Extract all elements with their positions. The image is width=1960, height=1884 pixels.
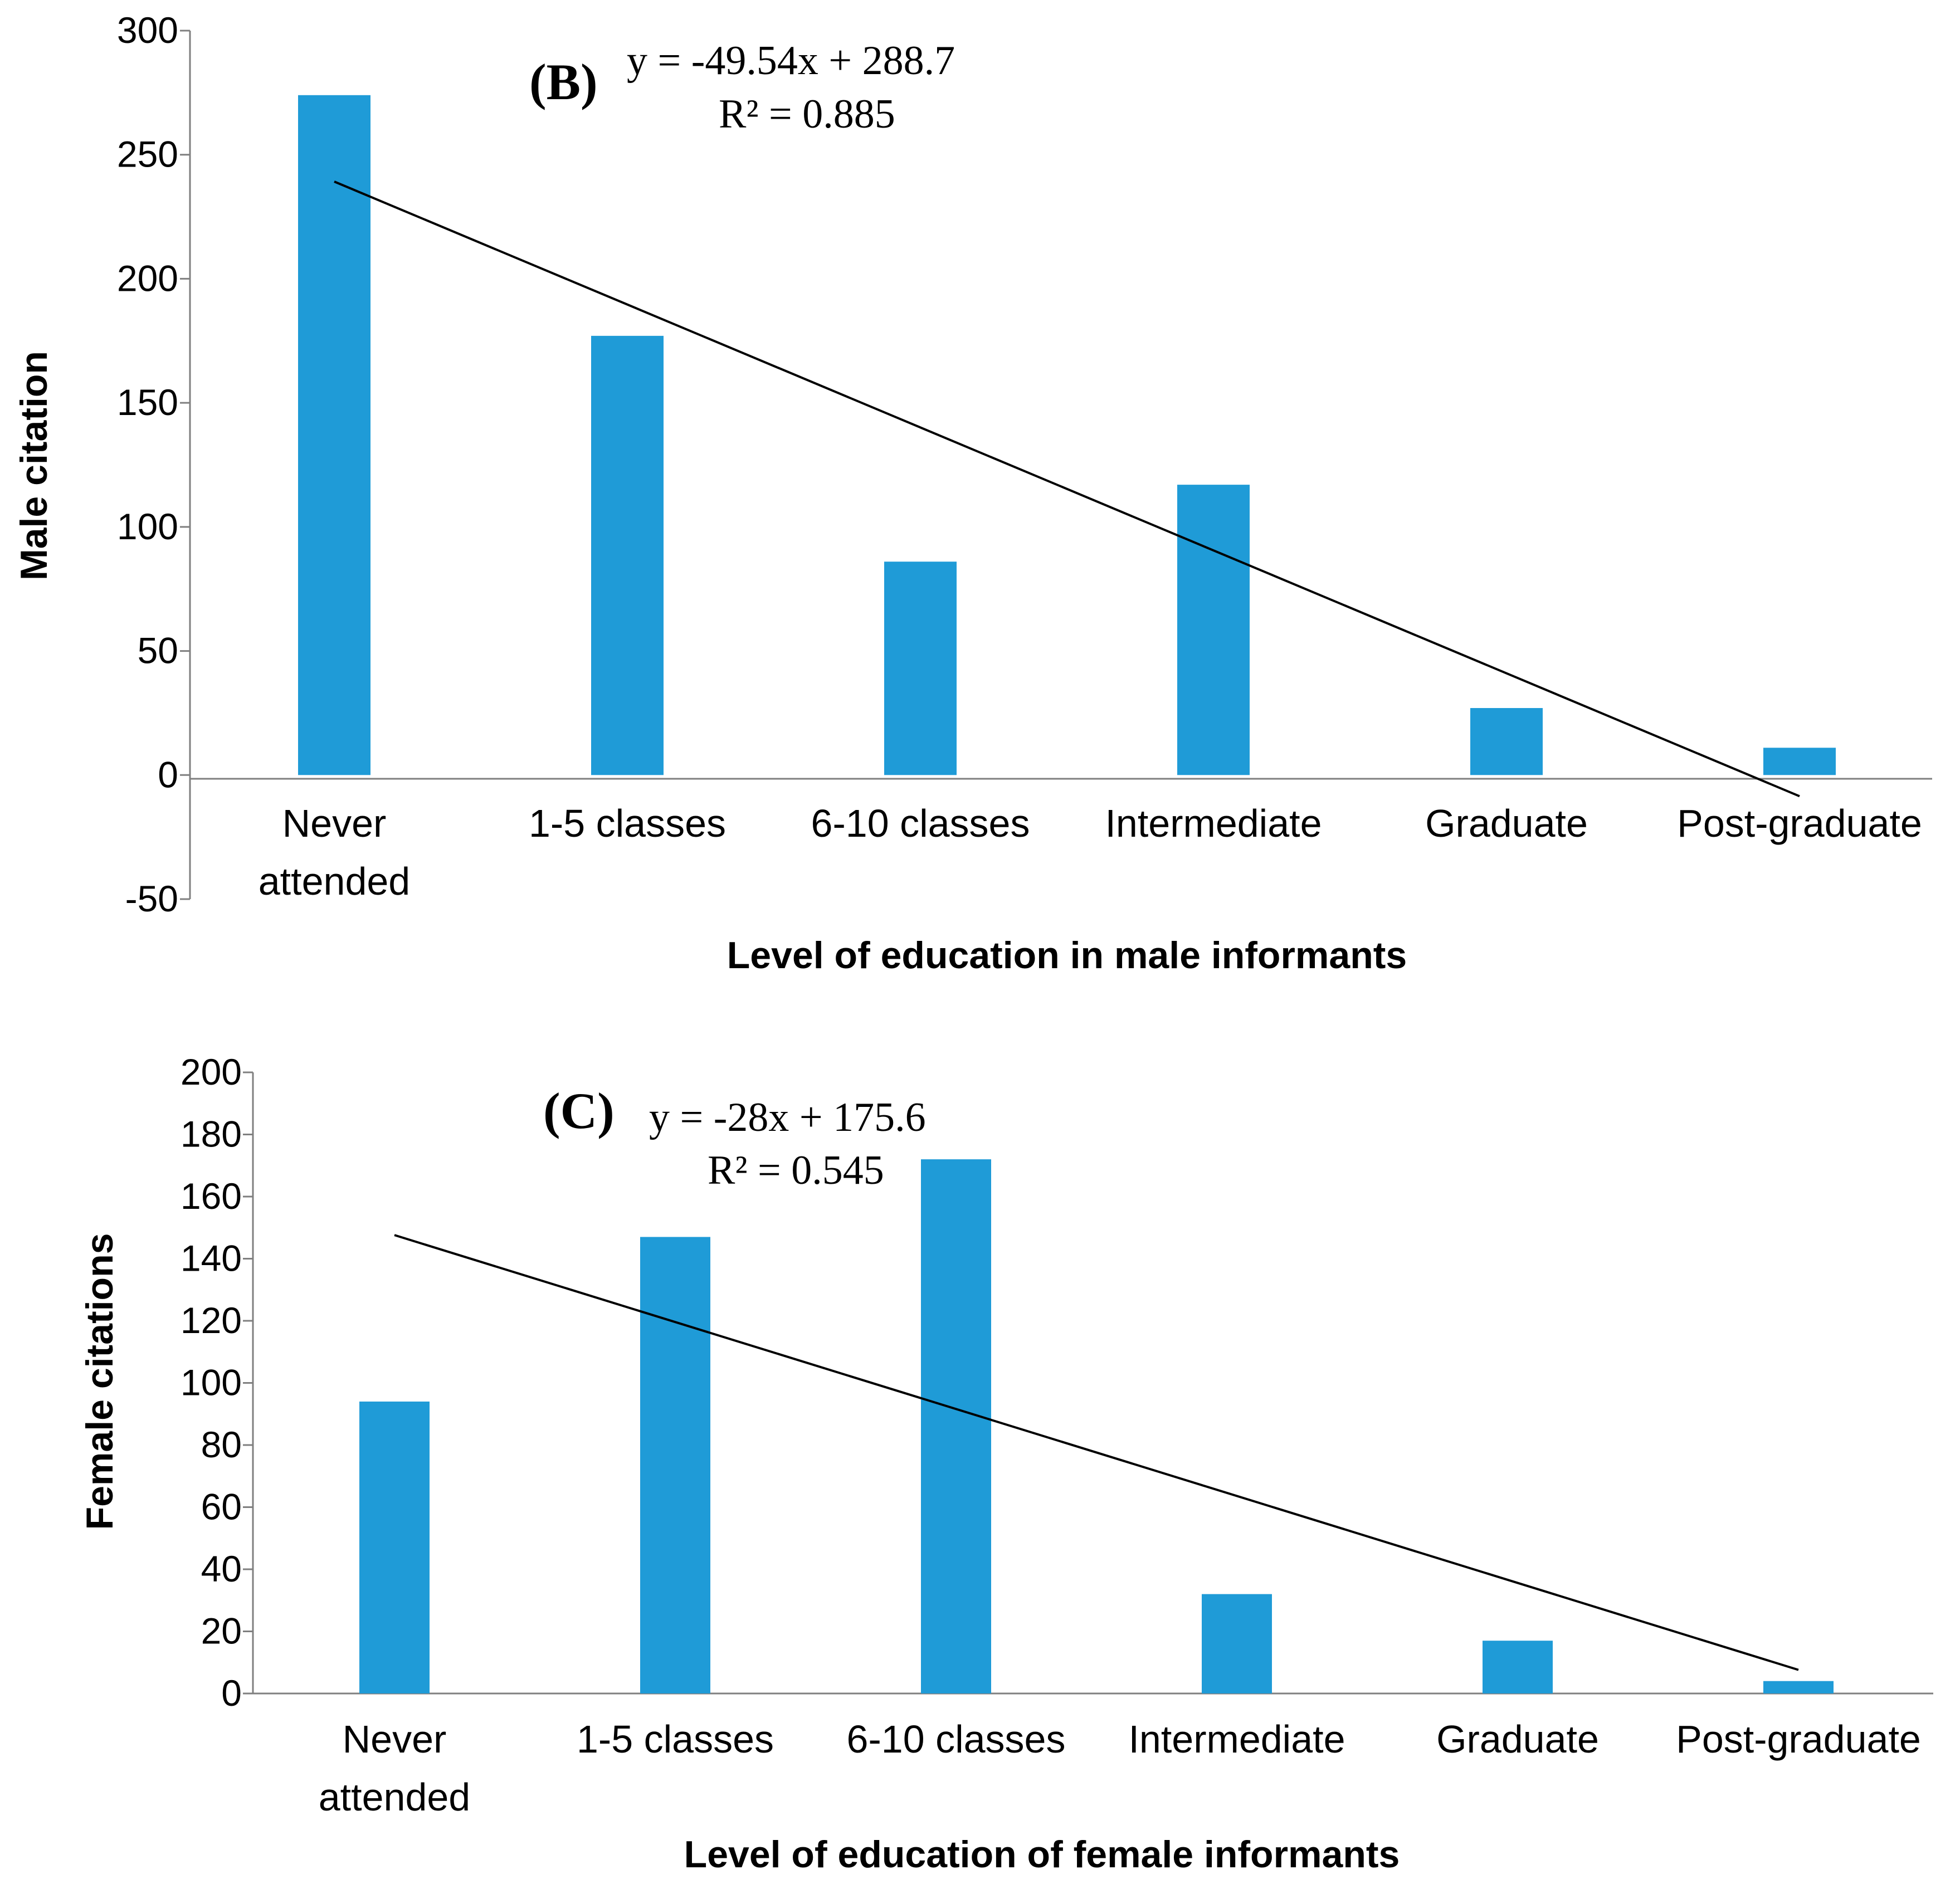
panel-c-y-ticks: 0 20 40 60 80 100 120 140 160 180 200 (181, 1051, 253, 1714)
panel-c-bar (1483, 1641, 1553, 1693)
panel-b-category-labels: Never attended 1-5 classes 6-10 classes Inte… (259, 802, 1922, 903)
panel-c-y-tick-label: 200 (181, 1051, 242, 1092)
panel-b-bar (591, 335, 664, 775)
panel-c-y-axis-title: Female citations (79, 1233, 121, 1530)
panel-c-bar (1202, 1594, 1272, 1693)
panel-b-y-tick-label: -50 (125, 878, 178, 919)
panel-b-y-tick-label: 0 (158, 754, 178, 795)
panel-b-category-label: Graduate (1425, 802, 1588, 845)
panel-b-trendline (334, 180, 1800, 798)
panel-b-label: (B) (529, 53, 598, 110)
panel-b-y-tick-label: 200 (117, 257, 178, 299)
panel-b-category-label: 1-5 classes (529, 802, 726, 845)
panel-b-equation: y = -49.54x + 288.7 (627, 38, 955, 84)
panel-c-bar (640, 1237, 710, 1693)
panel-b-r-squared: R² = 0.885 (719, 91, 895, 137)
panel-b-bar (1177, 485, 1250, 775)
panel-c-y-tick-label: 100 (181, 1362, 242, 1403)
panel-c-category-label: Never (343, 1717, 447, 1761)
panel-b-y-tick-label: 100 (117, 506, 178, 547)
panel-b-y-ticks: -50 0 50 100 150 200 250 300 (117, 9, 190, 919)
panel-c-category-labels: Never attended 1-5 classes 6-10 classes Inte… (319, 1717, 1921, 1819)
panel-c-bar (921, 1159, 991, 1693)
panel-c-category-label: attended (319, 1775, 470, 1819)
panel-b-category-label: attended (259, 860, 410, 903)
panel-c-bar (1763, 1681, 1834, 1693)
panel-c-equation: y = -28x + 175.6 (649, 1095, 926, 1140)
panel-b-bar (1470, 708, 1543, 775)
panel-b-y-tick-label: 50 (138, 630, 178, 671)
panel-c-y-tick-label: 0 (221, 1672, 242, 1714)
panel-c-y-tick-label: 160 (181, 1175, 242, 1217)
panel-c-y-tick-label: 20 (201, 1610, 242, 1652)
panel-c-trendline (394, 1234, 1799, 1671)
panel-c-category-label: Intermediate (1128, 1717, 1345, 1761)
panel-c-bars (359, 1159, 1834, 1693)
panel-c-category-label: 6-10 classes (847, 1717, 1066, 1761)
panel-b-category-label: Post-graduate (1677, 802, 1922, 845)
panel-c-bar (359, 1401, 430, 1693)
panel-c-y-tick-label: 140 (181, 1238, 242, 1279)
panel-b-y-tick-label: 250 (117, 134, 178, 175)
panel-b-y-axis-title: Male citation (13, 351, 55, 580)
panel-b-category-label: Never (282, 802, 387, 845)
panel-b-x-axis-title: Level of education in male informants (727, 934, 1407, 977)
chart-panel-c: 0 20 40 60 80 100 120 140 160 180 200 Never attende… (79, 1051, 1933, 1876)
panel-c-y-tick-label: 60 (201, 1486, 242, 1527)
panel-c-y-tick-label: 40 (201, 1548, 242, 1589)
panel-c-category-label: 1-5 classes (577, 1717, 774, 1761)
panel-b-y-tick-label: 300 (117, 9, 178, 51)
panel-c-label: (C) (543, 1082, 615, 1139)
panel-c-r-squared: R² = 0.545 (708, 1148, 884, 1193)
panel-b-category-label: 6-10 classes (811, 802, 1030, 845)
panel-c-y-tick-label: 80 (201, 1424, 242, 1465)
chart-panel-b: -50 0 50 100 150 200 250 300 Never attended 1-5 c… (13, 9, 1932, 977)
panel-b-bar (1763, 748, 1836, 775)
panel-b-bar (884, 562, 957, 775)
panel-c-x-axis-title: Level of education of female informants (684, 1833, 1400, 1876)
panel-b-bar (298, 95, 370, 775)
panel-c-category-label: Post-graduate (1676, 1717, 1921, 1761)
panel-b-category-label: Intermediate (1105, 802, 1322, 845)
panel-c-y-tick-label: 180 (181, 1114, 242, 1155)
panel-b-bars (298, 95, 1836, 775)
panel-c-category-label: Graduate (1436, 1717, 1599, 1761)
panel-b-y-tick-label: 150 (117, 382, 178, 423)
panel-c-y-tick-label: 120 (181, 1300, 242, 1341)
